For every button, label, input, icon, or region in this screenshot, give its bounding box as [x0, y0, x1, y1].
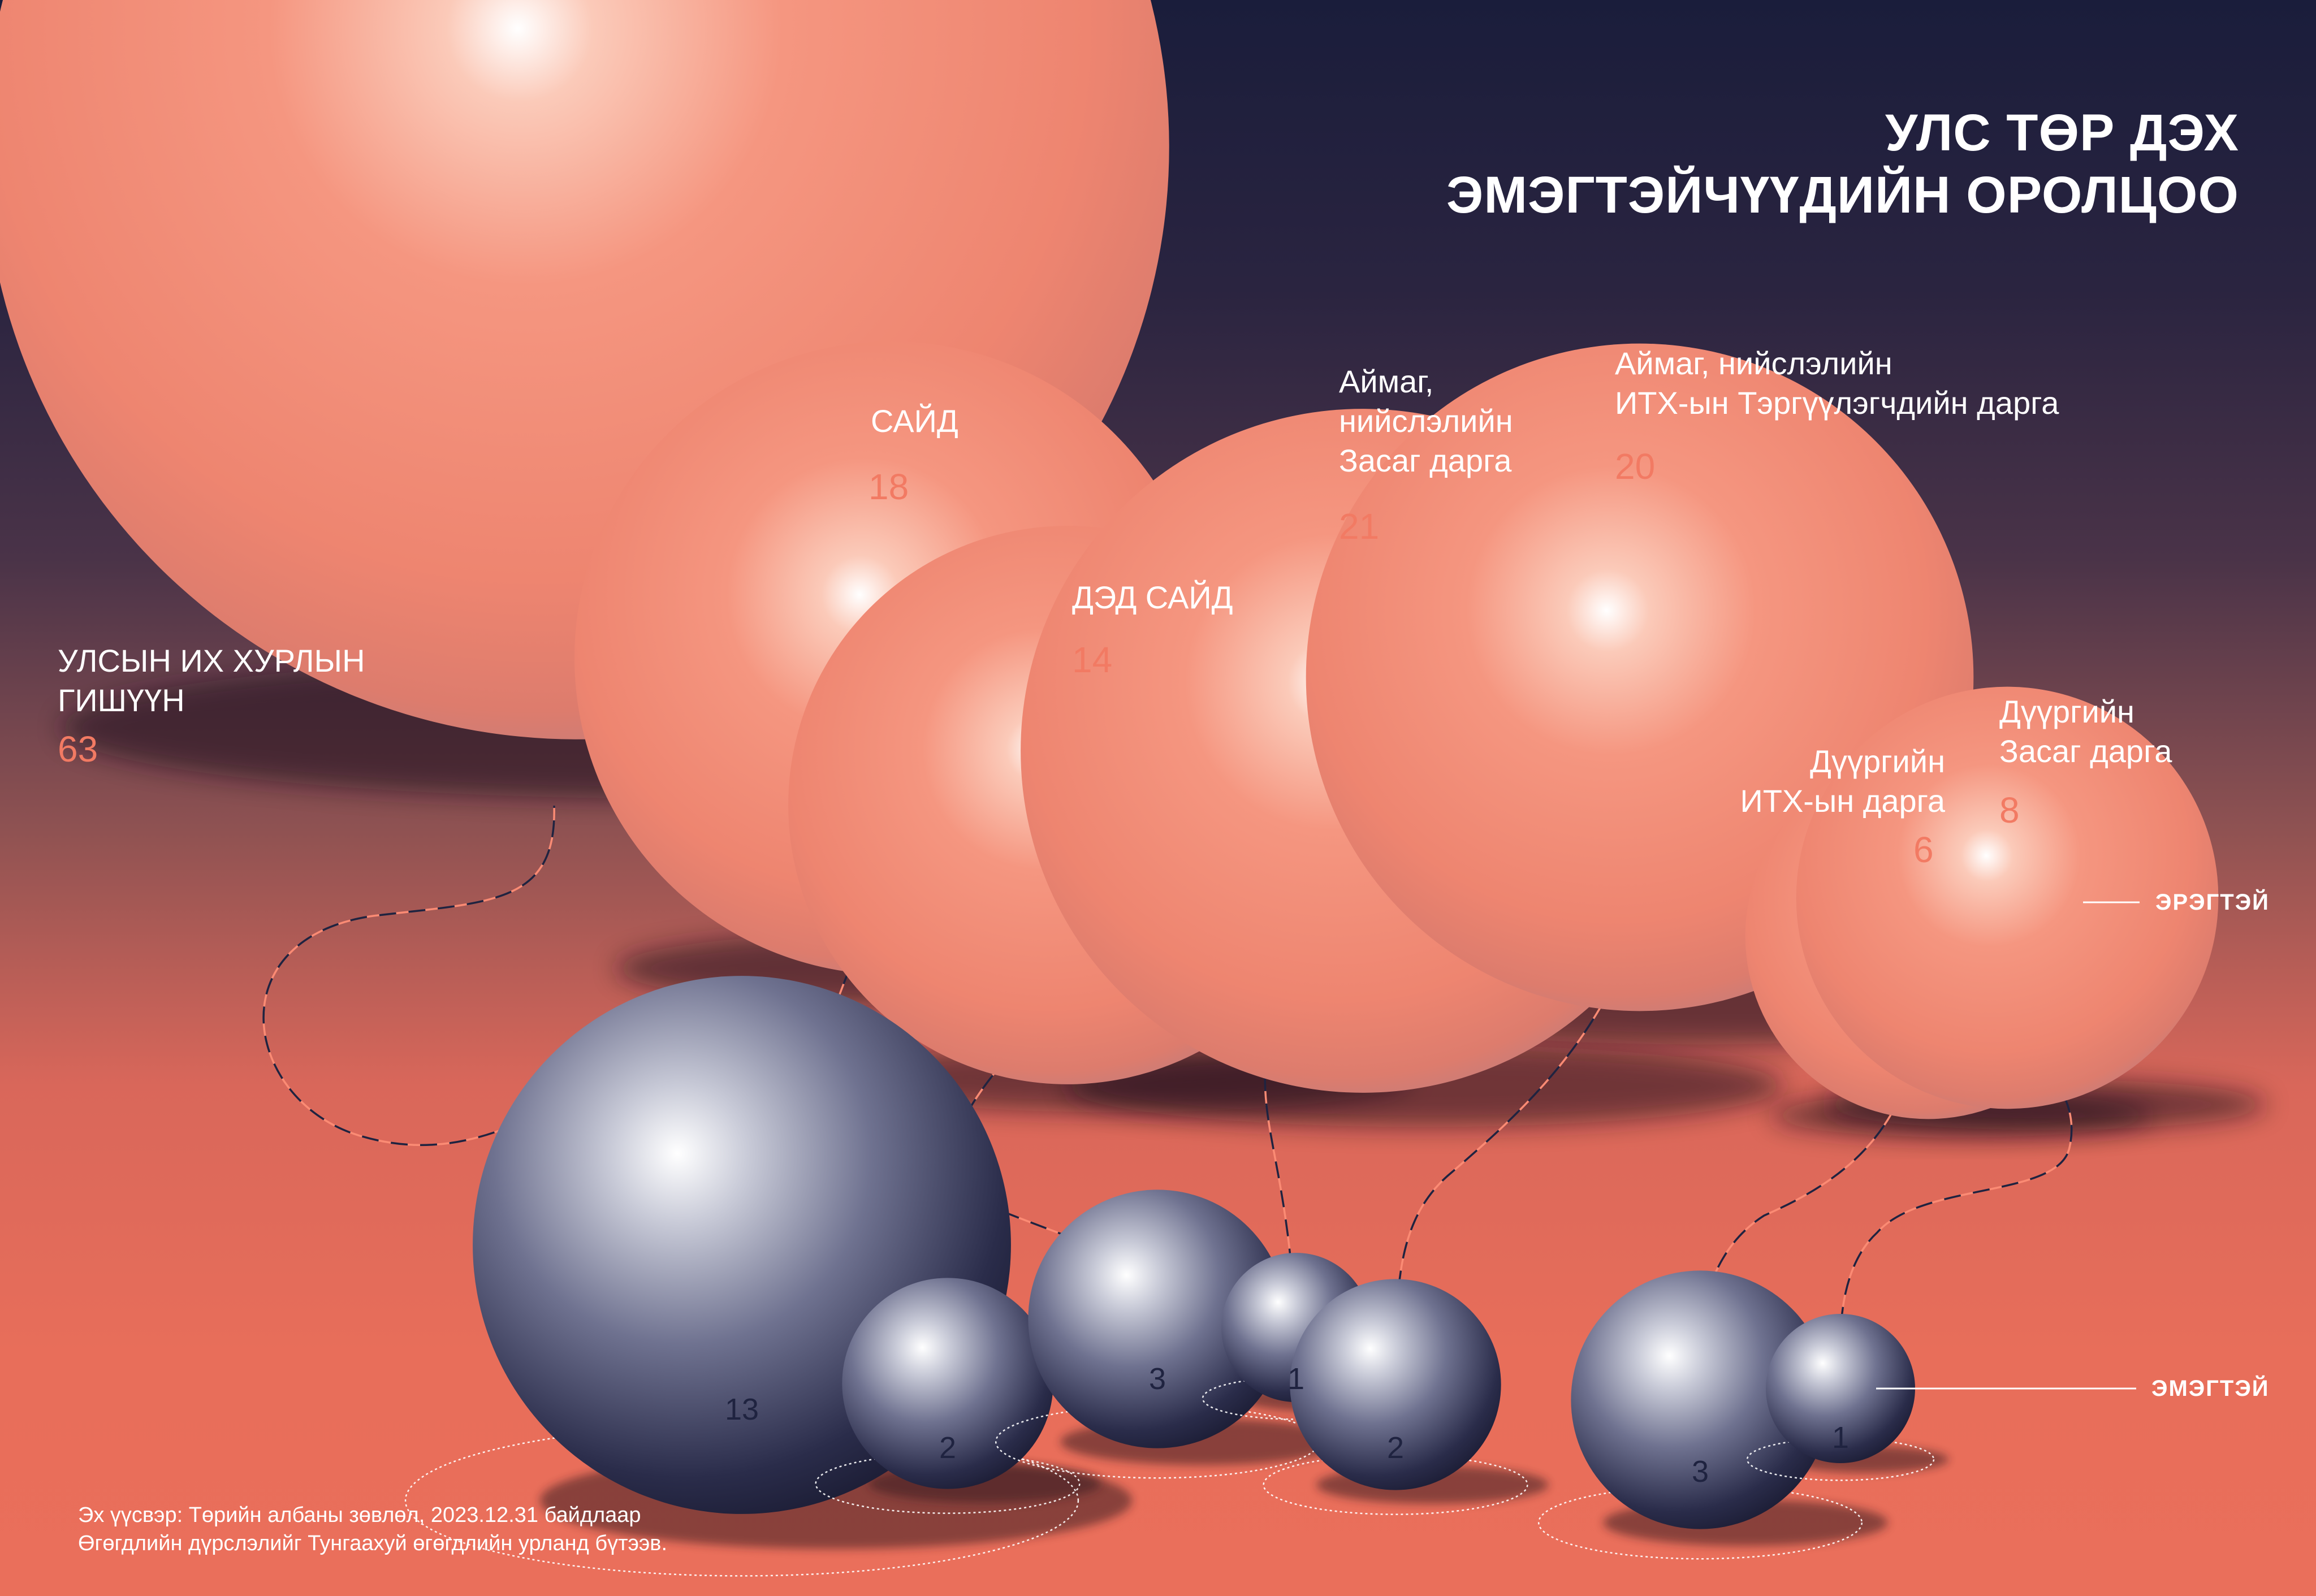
female-bubble-ring — [1537, 1485, 1863, 1560]
male-value-label: 18 — [868, 466, 909, 507]
female-value-label: 3 — [1148, 1362, 1166, 1396]
female-bubble — [1766, 1314, 1915, 1463]
male-value-label: 63 — [58, 729, 98, 769]
legend-female: ЭМЭГТЭЙ — [2151, 1376, 2270, 1401]
female-bubble — [842, 1278, 1053, 1489]
male-value-label: 8 — [1999, 790, 2020, 831]
male-value-label: 14 — [1072, 639, 1113, 680]
category-label: УЛСЫН ИХ ХУРЛЫН ГИШҮҮН — [58, 643, 365, 718]
female-bubble-ring — [1263, 1454, 1528, 1515]
page-title: УЛС ТӨР ДЭХ ЭМЭГТЭЙЧҮҮДИЙН ОРОЛЦОО — [1446, 102, 2239, 226]
source-line-2: Өгөгдлийн дүрслэлийг Тунгаахуй өгөгдлийн… — [78, 1532, 668, 1555]
female-value-label: 1 — [1287, 1362, 1305, 1396]
category-label: ДЭД САЙД — [1072, 579, 1233, 615]
source-note: Эх үүсвэр: Төрийн албаны зөвлөл, 2023.12… — [78, 1501, 667, 1558]
female-value-label: 2 — [939, 1431, 957, 1465]
male-value-label: 21 — [1339, 506, 1380, 547]
male-value-label: 20 — [1615, 446, 1656, 487]
female-bubble — [1290, 1279, 1501, 1490]
category-label: Дүүргийн ИТХ-ын дарга — [1740, 743, 1946, 819]
male-bubble — [1796, 686, 2219, 1109]
title-line-1: УЛС ТӨР ДЭХ — [1885, 104, 2239, 162]
female-bubble — [1571, 1270, 1830, 1529]
legend-male: ЭРЭГТЭЙ — [2155, 890, 2270, 915]
title-line-2: ЭМЭГТЭЙЧҮҮДИЙН ОРОЛЦОО — [1446, 166, 2239, 224]
female-value-label: 1 — [1831, 1421, 1850, 1455]
male-value-label: 6 — [1913, 829, 1934, 870]
category-label: САЙД — [871, 403, 958, 439]
category-label: Аймаг, нийслэлийн ИТХ-ын Тэргүүлэгчдийн … — [1615, 345, 2059, 421]
female-bubble — [1028, 1190, 1287, 1448]
category-label: Дүүргийн Засаг дарга — [1999, 694, 2172, 769]
connector-line-female-part — [262, 805, 742, 1147]
category-label: Аймаг, нийслэлийн Засаг дарга — [1339, 364, 1513, 478]
female-value-label: 3 — [1691, 1455, 1709, 1489]
source-line-1: Эх үүсвэр: Төрийн албаны зөвлөл, 2023.12… — [78, 1503, 641, 1527]
female-bubble-ring — [815, 1453, 1081, 1514]
female-value-label: 2 — [1386, 1431, 1405, 1465]
female-value-label: 13 — [724, 1392, 759, 1426]
